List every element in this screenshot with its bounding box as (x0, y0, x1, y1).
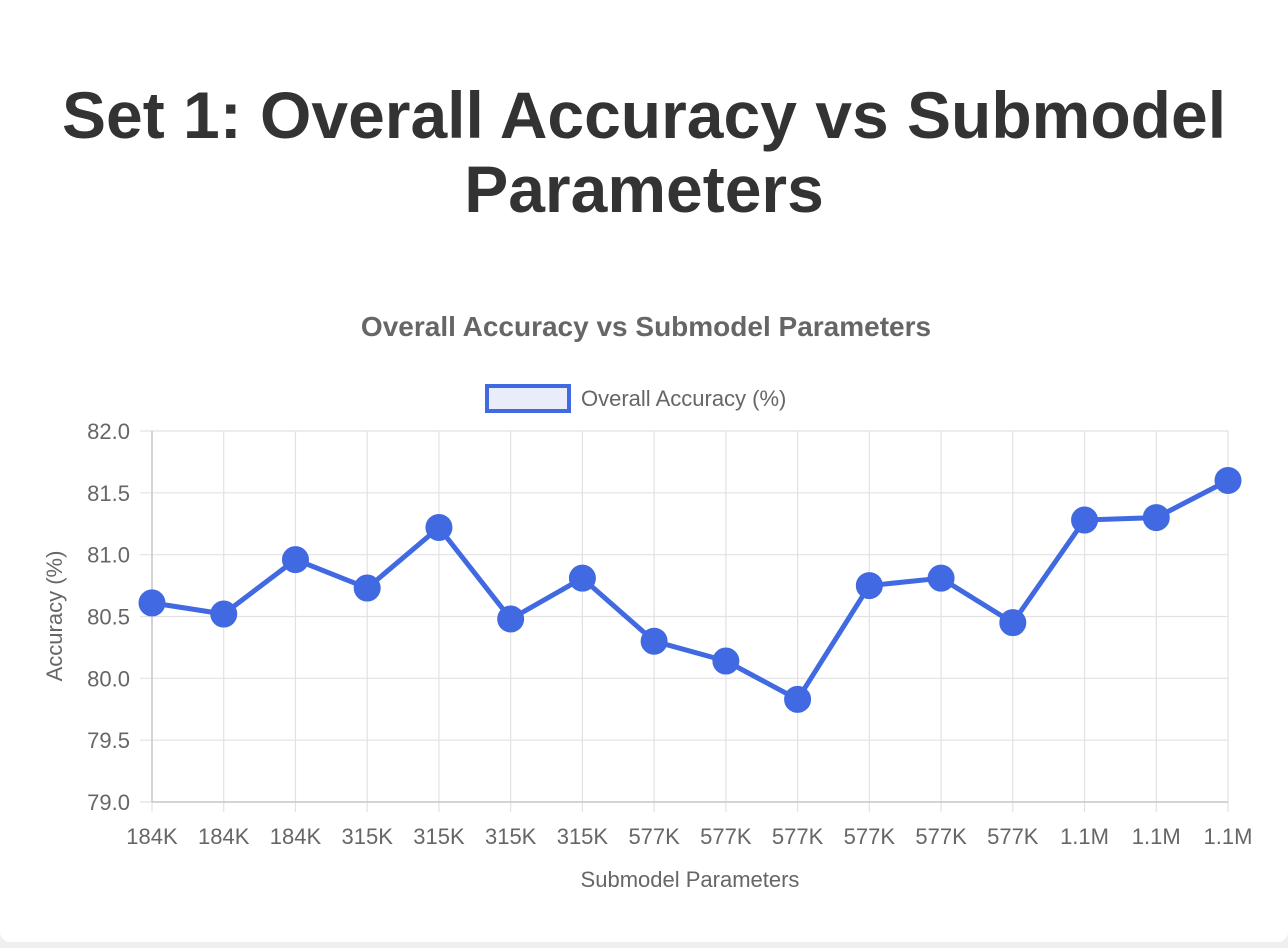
data-point[interactable] (1071, 506, 1099, 534)
data-point[interactable] (999, 609, 1027, 637)
data-point[interactable] (1142, 504, 1170, 532)
y-axis: 82.0 81.5 81.0 80.5 80.0 79.5 79.0 (87, 419, 130, 815)
x-axis-title: Submodel Parameters (581, 867, 800, 892)
x-tick-label: 315K (557, 824, 609, 849)
data-point[interactable] (1214, 466, 1242, 494)
x-tick-label: 577K (987, 824, 1039, 849)
x-tick-label: 184K (126, 824, 178, 849)
x-tick-label: 184K (270, 824, 322, 849)
x-tick-label: 184K (198, 824, 250, 849)
series-accuracy (138, 466, 1242, 713)
x-axis: 184K 184K 184K 315K 315K 315K 315K 577K 577K 577K… (126, 824, 1252, 849)
y-tick-label: 81.0 (87, 543, 130, 568)
data-point[interactable] (927, 564, 955, 592)
data-point[interactable] (640, 627, 668, 655)
x-tick-label: 1.1M (1060, 824, 1109, 849)
y-tick-label: 79.5 (87, 728, 130, 753)
x-tick-label: 1.1M (1204, 824, 1253, 849)
chart-title: Overall Accuracy vs Submodel Parameters (361, 311, 931, 342)
x-tick-label: 577K (844, 824, 896, 849)
legend[interactable]: Overall Accuracy (%) (485, 384, 786, 413)
x-tick-label: 315K (413, 824, 465, 849)
x-tick-label: 577K (915, 824, 967, 849)
data-point[interactable] (712, 647, 740, 675)
y-tick-label: 82.0 (87, 419, 130, 444)
x-tick-label: 1.1M (1132, 824, 1181, 849)
data-point[interactable] (784, 685, 812, 713)
data-point[interactable] (425, 513, 453, 541)
legend-swatch (485, 384, 571, 413)
data-point[interactable] (353, 574, 381, 602)
legend-label: Overall Accuracy (%) (581, 386, 786, 411)
y-axis-title: Accuracy (%) (42, 551, 67, 682)
grid (140, 430, 1229, 812)
data-point[interactable] (568, 564, 596, 592)
data-point[interactable] (855, 572, 883, 600)
series-line (151, 478, 1230, 702)
y-tick-label: 80.5 (87, 605, 130, 630)
data-point[interactable] (281, 546, 309, 574)
data-point[interactable] (497, 605, 525, 633)
x-tick-label: 315K (342, 824, 394, 849)
y-tick-label: 79.0 (87, 790, 130, 815)
x-tick-label: 577K (700, 824, 752, 849)
x-tick-label: 315K (485, 824, 537, 849)
data-point[interactable] (138, 589, 166, 617)
page-title: Set 1: Overall Accuracy vs Submodel Para… (61, 78, 1227, 226)
x-tick-label: 577K (772, 824, 824, 849)
x-tick-label: 577K (628, 824, 680, 849)
data-point[interactable] (210, 600, 238, 628)
y-tick-label: 80.0 (87, 666, 130, 691)
y-tick-label: 81.5 (87, 481, 130, 506)
